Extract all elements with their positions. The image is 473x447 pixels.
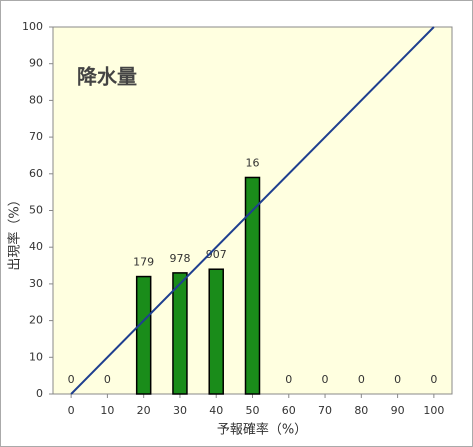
reference-line — [70, 26, 435, 395]
x-tick-label: 50 — [246, 404, 260, 417]
bar — [135, 275, 152, 395]
data-label: 0 — [430, 373, 437, 386]
y-tick-label: 80 — [29, 93, 43, 106]
data-label: 0 — [394, 373, 401, 386]
chart-title: 降水量 — [77, 65, 137, 89]
x-tick-label: 90 — [391, 404, 405, 417]
x-tick-label: 20 — [137, 404, 151, 417]
x-tick-label: 80 — [354, 404, 368, 417]
data-label: 0 — [322, 373, 329, 386]
x-tick-label: 40 — [209, 404, 223, 417]
data-label: 0 — [68, 373, 75, 386]
x-tick-label: 30 — [173, 404, 187, 417]
x-tick-label: 10 — [100, 404, 114, 417]
y-axis-label: 出現率（%） — [7, 193, 23, 270]
data-label: 978 — [169, 252, 190, 265]
y-tick-label: 100 — [22, 20, 43, 33]
y-tick-label: 10 — [29, 350, 43, 363]
y-tick-label: 30 — [29, 277, 43, 290]
y-tick-label: 50 — [29, 204, 43, 217]
y-tick-label: 0 — [36, 387, 43, 400]
x-tick-label: 60 — [282, 404, 296, 417]
data-label: 0 — [285, 373, 292, 386]
x-tick-label: 70 — [318, 404, 332, 417]
y-tick-label: 70 — [29, 130, 43, 143]
y-tick-label: 20 — [29, 314, 43, 327]
x-axis-label: 予報確率（%） — [217, 422, 307, 438]
bar — [208, 268, 224, 395]
data-label: 0 — [358, 373, 365, 386]
bar — [172, 272, 188, 395]
x-tick-label: 100 — [423, 404, 444, 417]
y-tick-label: 60 — [29, 167, 43, 180]
data-label: 0 — [104, 373, 111, 386]
data-label: 179 — [133, 256, 154, 269]
x-tick-label: 0 — [68, 404, 75, 417]
bar — [244, 176, 261, 395]
y-tick-label: 90 — [29, 57, 43, 70]
data-label: 16 — [246, 156, 260, 169]
y-tick-label: 40 — [29, 240, 43, 253]
